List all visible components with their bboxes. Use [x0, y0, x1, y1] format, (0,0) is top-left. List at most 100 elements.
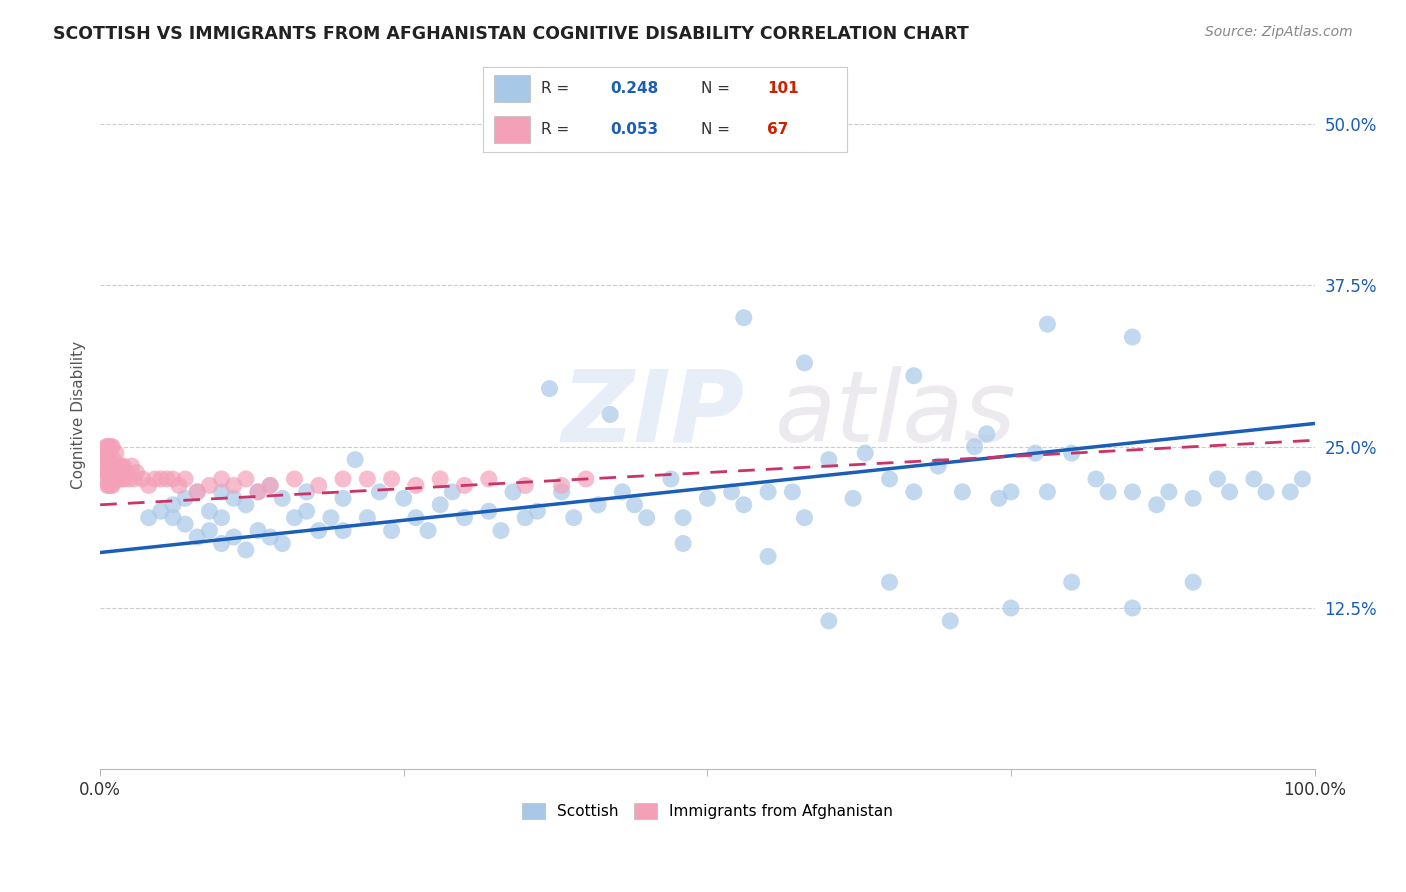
Scottish	[149, 504, 172, 518]
Scottish	[319, 510, 342, 524]
Immigrants from Afghanistan	[98, 458, 121, 473]
Scottish	[1182, 491, 1205, 506]
Scottish	[720, 484, 742, 499]
Scottish	[1000, 484, 1022, 499]
Immigrants from Afghanistan	[101, 478, 124, 492]
Scottish	[636, 510, 658, 524]
Scottish	[247, 484, 270, 499]
Scottish	[211, 484, 233, 499]
Scottish	[927, 458, 949, 473]
Immigrants from Afghanistan	[105, 472, 128, 486]
Immigrants from Afghanistan	[96, 440, 118, 454]
Scottish	[222, 530, 245, 544]
Scottish	[817, 452, 839, 467]
Immigrants from Afghanistan	[121, 458, 143, 473]
Immigrants from Afghanistan	[97, 452, 120, 467]
Scottish	[987, 491, 1010, 506]
Scottish	[842, 491, 865, 506]
Scottish	[222, 491, 245, 506]
Scottish	[793, 356, 815, 370]
Legend: Scottish, Immigrants from Afghanistan: Scottish, Immigrants from Afghanistan	[516, 797, 898, 825]
Immigrants from Afghanistan	[156, 472, 179, 486]
Immigrants from Afghanistan	[96, 446, 118, 460]
Scottish	[271, 536, 294, 550]
Scottish	[1254, 484, 1277, 499]
Immigrants from Afghanistan	[104, 446, 127, 460]
Scottish	[672, 536, 695, 550]
Scottish	[1121, 484, 1143, 499]
Immigrants from Afghanistan	[381, 472, 404, 486]
Scottish	[441, 484, 464, 499]
Immigrants from Afghanistan	[98, 472, 121, 486]
Scottish	[381, 524, 404, 538]
Immigrants from Afghanistan	[111, 472, 134, 486]
Scottish	[453, 510, 475, 524]
Immigrants from Afghanistan	[575, 472, 598, 486]
Scottish	[599, 408, 621, 422]
Scottish	[392, 491, 415, 506]
Immigrants from Afghanistan	[453, 478, 475, 492]
Immigrants from Afghanistan	[97, 466, 120, 480]
Immigrants from Afghanistan	[138, 478, 160, 492]
Immigrants from Afghanistan	[429, 472, 451, 486]
Immigrants from Afghanistan	[96, 472, 118, 486]
Scottish	[356, 510, 378, 524]
Immigrants from Afghanistan	[356, 472, 378, 486]
Scottish	[283, 510, 305, 524]
Immigrants from Afghanistan	[405, 478, 427, 492]
Immigrants from Afghanistan	[104, 458, 127, 473]
Immigrants from Afghanistan	[125, 466, 148, 480]
Immigrants from Afghanistan	[118, 472, 141, 486]
Immigrants from Afghanistan	[332, 472, 354, 486]
Scottish	[879, 472, 901, 486]
Immigrants from Afghanistan	[96, 466, 118, 480]
Immigrants from Afghanistan	[100, 478, 122, 492]
Scottish	[733, 498, 755, 512]
Immigrants from Afghanistan	[96, 478, 118, 492]
Scottish	[478, 504, 501, 518]
Scottish	[247, 524, 270, 538]
Scottish	[903, 368, 925, 383]
Immigrants from Afghanistan	[112, 472, 135, 486]
Scottish	[429, 498, 451, 512]
Immigrants from Afghanistan	[174, 472, 197, 486]
Immigrants from Afghanistan	[96, 452, 118, 467]
Immigrants from Afghanistan	[167, 478, 190, 492]
Scottish	[332, 524, 354, 538]
Scottish	[198, 524, 221, 538]
Scottish	[211, 510, 233, 524]
Scottish	[308, 524, 330, 538]
Scottish	[1121, 601, 1143, 615]
Scottish	[696, 491, 718, 506]
Scottish	[659, 472, 682, 486]
Scottish	[138, 510, 160, 524]
Immigrants from Afghanistan	[211, 472, 233, 486]
Scottish	[1146, 498, 1168, 512]
Scottish	[332, 491, 354, 506]
Scottish	[963, 440, 986, 454]
Immigrants from Afghanistan	[198, 478, 221, 492]
Scottish	[162, 510, 184, 524]
Immigrants from Afghanistan	[97, 440, 120, 454]
Immigrants from Afghanistan	[107, 458, 129, 473]
Immigrants from Afghanistan	[259, 478, 281, 492]
Scottish	[489, 524, 512, 538]
Scottish	[756, 549, 779, 564]
Scottish	[295, 484, 318, 499]
Scottish	[259, 530, 281, 544]
Scottish	[1279, 484, 1302, 499]
Immigrants from Afghanistan	[308, 478, 330, 492]
Scottish	[198, 504, 221, 518]
Immigrants from Afghanistan	[103, 472, 125, 486]
Scottish	[344, 452, 367, 467]
Scottish	[782, 484, 804, 499]
Scottish	[259, 478, 281, 492]
Scottish	[853, 446, 876, 460]
Scottish	[1121, 330, 1143, 344]
Text: ZIP: ZIP	[561, 366, 745, 463]
Scottish	[562, 510, 585, 524]
Immigrants from Afghanistan	[97, 478, 120, 492]
Scottish	[211, 536, 233, 550]
Immigrants from Afghanistan	[101, 458, 124, 473]
Scottish	[939, 614, 962, 628]
